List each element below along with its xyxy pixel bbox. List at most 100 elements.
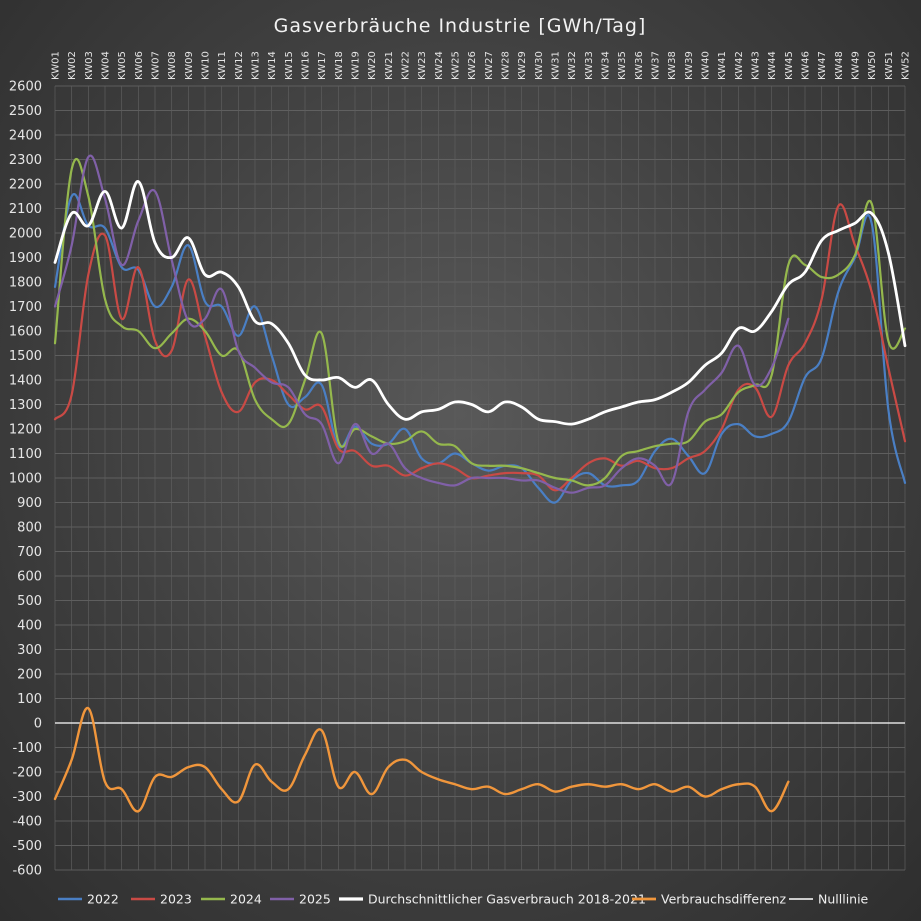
x-tick-label: KW44 [767,51,778,80]
series-lines [53,154,907,813]
y-tick-label: 200 [17,668,42,683]
x-tick-label: KW23 [417,51,428,80]
x-tick-label: KW32 [567,51,578,80]
y-tick-label: 500 [17,594,42,609]
x-tick-label: KW33 [584,51,595,80]
x-tick-label: KW21 [384,51,395,80]
x-tick-label: KW41 [717,51,728,80]
x-tick-label: KW20 [367,51,378,80]
x-tick-label: KW29 [517,51,528,80]
x-tick-label: KW43 [751,51,762,80]
x-tick-label: KW19 [351,51,362,80]
y-tick-label: 2600 [9,80,42,95]
x-tick-label: KW30 [534,51,545,80]
x-tick-label: KW25 [451,51,462,80]
legend-label-verbrauchsdifferenz: Verbrauchsdifferenz [661,892,787,907]
y-tick-label: -500 [12,839,42,854]
x-tick-label: KW03 [84,51,95,80]
x-tick-label: KW09 [184,51,195,80]
x-tick-label: KW26 [467,51,478,80]
y-tick-label: 1600 [9,325,42,340]
x-tick-label: KW15 [284,51,295,80]
x-tick-label: KW08 [167,51,178,80]
x-tick-label: KW38 [667,51,678,80]
y-tick-label: 2100 [9,202,42,217]
legend-label-nulllinie: Nulllinie [818,892,869,907]
y-tick-label: 2200 [9,178,42,193]
y-tick-label: 900 [17,496,42,511]
x-tick-label: KW42 [734,51,745,80]
x-tick-label: KW40 [701,51,712,80]
y-tick-label: 800 [17,521,42,536]
y-tick-label: 1900 [9,251,42,266]
x-tick-label: KW48 [834,51,845,80]
series-line-durchschnittlicher-gasverbrauch-2018-2021 [53,180,907,426]
legend-label-durchschnittlicher-gasverbrauch-2018-2021: Durchschnittlicher Gasverbrauch 2018-202… [368,892,646,907]
y-tick-label: 2000 [9,227,42,242]
legend-label-2022: 2022 [87,892,119,907]
y-tick-label: -200 [12,766,42,781]
x-tick-label: KW35 [617,51,628,80]
series-line-verbrauchsdifferenz [53,707,790,813]
x-axis-ticks: KW01 KW02 KW03 KW04 KW05 KW06 KW07 KW08 KW09 KW10… [51,51,912,80]
y-tick-label: 1200 [9,423,42,438]
x-tick-label: KW14 [267,51,278,80]
y-tick-label: -600 [12,864,42,879]
x-tick-label: KW47 [817,51,828,80]
y-tick-label: 700 [17,545,42,560]
x-tick-label: KW45 [784,51,795,80]
legend-label-2023: 2023 [160,892,192,907]
x-tick-label: KW24 [434,51,445,80]
y-tick-label: 1500 [9,349,42,364]
y-tick-label: -100 [12,741,42,756]
x-tick-label: KW37 [651,51,662,80]
x-tick-label: KW06 [134,51,145,80]
x-tick-label: KW11 [217,51,228,80]
y-tick-label: 100 [17,692,42,707]
x-tick-label: KW31 [551,51,562,80]
x-tick-label: KW22 [401,51,412,80]
series-line-2024 [53,157,907,487]
y-tick-label: 2500 [9,104,42,119]
y-axis-ticks: -600 -500 -400 -300 -200 -100 0 100 200 300 400 500… [9,80,42,879]
y-tick-label: 1800 [9,276,42,291]
x-tick-label: KW49 [851,51,862,80]
x-tick-label: KW36 [634,51,645,80]
x-tick-label: KW07 [151,51,162,80]
x-tick-label: KW04 [101,51,112,80]
x-tick-label: KW51 [884,51,895,80]
x-tick-label: KW16 [301,51,312,80]
x-tick-label: KW05 [117,51,128,80]
x-tick-label: KW46 [801,51,812,80]
x-tick-label: KW34 [601,51,612,80]
grid [54,85,906,871]
legend-label-2025: 2025 [299,892,331,907]
x-tick-label: KW39 [684,51,695,80]
chart-title: Gasverbräuche Industrie [GWh/Tag] [274,15,647,37]
x-tick-label: KW10 [201,51,212,80]
x-tick-label: KW17 [317,51,328,80]
y-tick-label: 1000 [9,472,42,487]
y-tick-label: 2400 [9,129,42,144]
y-tick-label: 600 [17,570,42,585]
y-tick-label: 300 [17,643,42,658]
y-tick-label: 1100 [9,447,42,462]
y-tick-label: -400 [12,815,42,830]
y-tick-label: 2300 [9,153,42,168]
x-tick-label: KW50 [867,51,878,80]
x-tick-label: KW12 [234,51,245,80]
y-tick-label: 0 [34,717,42,732]
x-tick-label: KW02 [67,51,78,80]
legend: 2022 2023 2024 2025 Durchschnittlicher Gasve… [58,892,869,907]
y-tick-label: -300 [12,790,42,805]
y-tick-label: 1300 [9,398,42,413]
y-tick-label: 400 [17,619,42,634]
x-tick-label: KW01 [51,51,62,80]
x-tick-label: KW52 [901,51,912,80]
x-tick-label: KW13 [251,51,262,80]
y-tick-label: 1700 [9,300,42,315]
y-tick-label: 1400 [9,374,42,389]
series-line-2022 [53,193,907,504]
